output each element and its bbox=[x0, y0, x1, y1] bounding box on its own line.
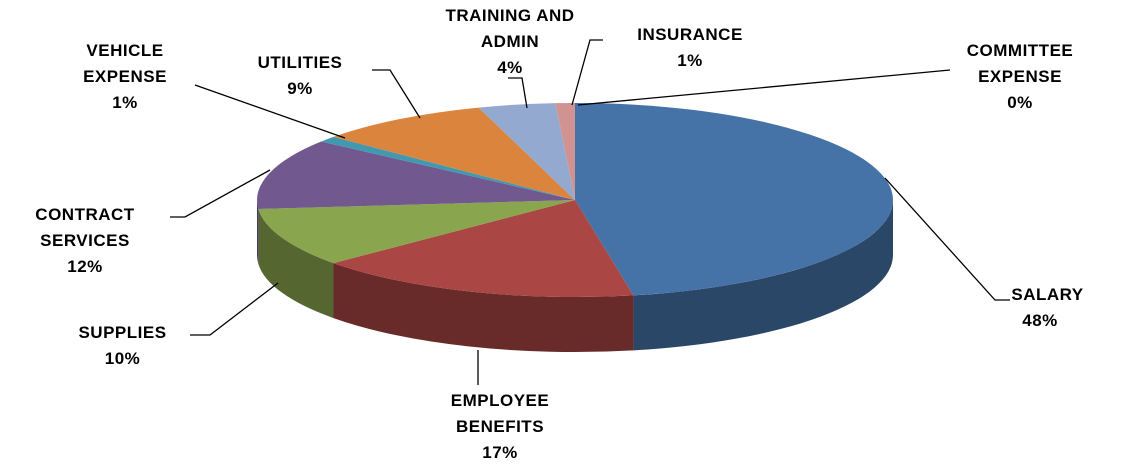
leader-line bbox=[190, 282, 279, 336]
slice bbox=[478, 103, 575, 200]
leader-line bbox=[571, 39, 603, 106]
slice-label: TRAINING AND ADMIN 4% bbox=[430, 3, 590, 81]
category-label: EMPLOYEE BENEFITS bbox=[450, 391, 550, 436]
slice bbox=[333, 107, 575, 200]
slice-label: VEHICLE EXPENSE 1% bbox=[60, 38, 190, 116]
value-label: 0% bbox=[1007, 93, 1033, 112]
leader-line bbox=[508, 77, 528, 109]
slice-label: COMMITTEE EXPENSE 0% bbox=[940, 38, 1100, 116]
value-label: 12% bbox=[67, 257, 103, 276]
slice-label: INSURANCE 1% bbox=[600, 22, 780, 74]
slice-side bbox=[257, 200, 259, 264]
leader-line bbox=[884, 177, 1010, 301]
slice-label: SALARY 48% bbox=[985, 282, 1095, 334]
value-label: 9% bbox=[287, 79, 313, 98]
category-label: VEHICLE EXPENSE bbox=[83, 41, 167, 86]
category-label: INSURANCE bbox=[637, 25, 743, 44]
slice-label: CONTRACT SERVICES 12% bbox=[5, 202, 165, 280]
category-label: COMMITTEE EXPENSE bbox=[966, 41, 1074, 86]
slice-label: EMPLOYEE BENEFITS 17% bbox=[425, 388, 575, 466]
slice bbox=[258, 200, 575, 264]
slice-side bbox=[258, 208, 334, 319]
value-label: 4% bbox=[497, 58, 523, 77]
value-label: 17% bbox=[482, 443, 518, 462]
slice-side bbox=[333, 263, 634, 352]
leader-line bbox=[577, 69, 951, 106]
slice-label: SUPPLIES 10% bbox=[50, 320, 195, 372]
category-label: UTILITIES bbox=[257, 53, 343, 72]
category-label: SUPPLIES bbox=[78, 323, 167, 342]
value-label: 48% bbox=[1022, 311, 1058, 330]
slice-side bbox=[633, 200, 893, 351]
leader-line bbox=[194, 84, 346, 139]
slice bbox=[333, 200, 634, 297]
value-label: 10% bbox=[104, 349, 141, 368]
category-label: SALARY bbox=[1011, 285, 1084, 304]
leader-line bbox=[170, 169, 271, 218]
slice bbox=[257, 141, 575, 209]
value-label: 1% bbox=[112, 93, 138, 112]
slice bbox=[321, 136, 575, 200]
slice-label: UTILITIES 9% bbox=[225, 50, 375, 102]
category-label: CONTRACT SERVICES bbox=[35, 205, 135, 250]
value-label: 1% bbox=[677, 51, 703, 70]
category-label: TRAINING AND ADMIN bbox=[445, 6, 575, 51]
slice bbox=[575, 103, 893, 296]
slice bbox=[555, 103, 575, 200]
leader-line bbox=[372, 69, 421, 119]
